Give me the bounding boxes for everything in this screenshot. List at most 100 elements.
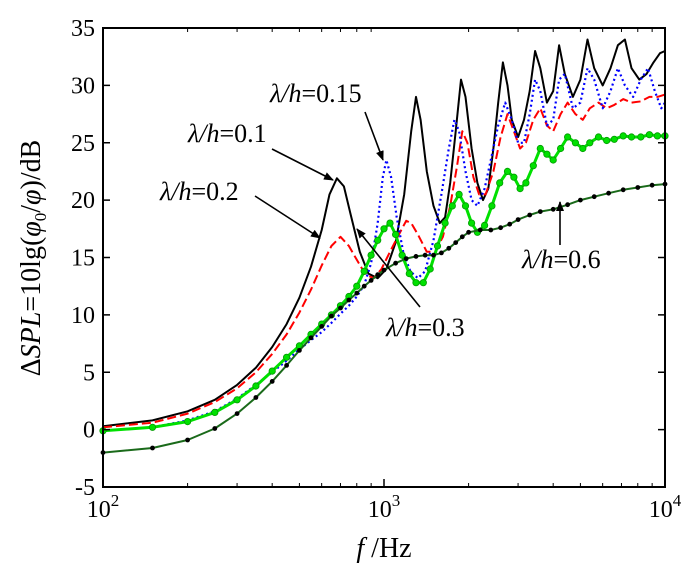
series-point-4 (529, 162, 537, 170)
series-point-5 (446, 245, 452, 251)
series-point-5 (403, 256, 409, 262)
series-point-4 (480, 221, 489, 229)
ticks-layer: -5 0 5 10 15 20 25 30 35 102 103 104 (71, 16, 682, 523)
annotations-layer: λ/h=0.15λ/h=0.1 λ/h=0.2 λ/h=0.3 λ/h=0.6 (159, 79, 601, 342)
series-point-4 (627, 133, 636, 141)
series-point-4 (398, 251, 406, 259)
series-point-4 (233, 396, 241, 404)
series-point-5 (466, 229, 472, 235)
series-point-4 (148, 423, 157, 431)
series-point-5 (381, 267, 387, 273)
series-point-4 (563, 133, 572, 141)
series-point-5 (477, 227, 483, 233)
series-point-5 (422, 252, 428, 258)
series-point-5 (431, 252, 436, 258)
series-point-4 (353, 282, 361, 290)
series-point-5 (578, 197, 583, 203)
y-axis-label: ΔSPL=10lg(φ0/φ)/dB (16, 140, 50, 377)
series-point-4 (268, 367, 276, 375)
series-point-5 (338, 305, 343, 311)
series-point-4 (426, 265, 434, 273)
series-point-4 (455, 190, 463, 198)
series-point-5 (649, 182, 655, 188)
series-point-5 (515, 217, 521, 223)
y-tick-label: 5 (83, 360, 95, 386)
series-point-5 (368, 277, 374, 283)
series-point-4 (536, 144, 544, 153)
y-tick-label: 20 (71, 188, 95, 214)
series-point-5 (393, 260, 399, 266)
series-point-4 (496, 179, 504, 187)
series-line-1 (102, 38, 666, 428)
annotation-arrow (356, 228, 421, 308)
series-point-4 (360, 267, 368, 275)
series-point-5 (591, 194, 597, 200)
series-point-5 (438, 250, 444, 256)
series-point-4 (211, 408, 219, 416)
series-point-5 (527, 212, 533, 218)
y-tick-label: 10 (71, 303, 95, 329)
series-line-4 (102, 133, 665, 433)
series-point-4 (391, 230, 400, 239)
series-point-5 (212, 426, 218, 431)
series-point-4 (405, 269, 413, 278)
series-point-5 (537, 209, 543, 215)
annotation-label: λ/h=0.3 (385, 313, 465, 342)
series-point-5 (498, 225, 504, 231)
series-point-4 (549, 156, 557, 164)
series-point-5 (354, 290, 360, 296)
series-point-5 (284, 362, 290, 368)
series-point-4 (448, 202, 456, 210)
y-tick-label: 30 (71, 73, 95, 99)
series-point-5 (413, 253, 419, 259)
series-point-5 (488, 227, 494, 233)
series-point-5 (234, 411, 240, 417)
series-point-4 (610, 135, 618, 143)
x-axis-label: f /Hz (356, 533, 411, 564)
series-point-5 (550, 206, 556, 212)
series-point-4 (467, 219, 476, 227)
series-point-4 (579, 144, 587, 153)
series-point-4 (586, 139, 594, 147)
series-point-4 (556, 144, 565, 153)
series-point-4 (503, 167, 512, 175)
series-point-4 (380, 225, 388, 233)
annotation-label: λ/h=0.1 (187, 119, 267, 148)
series-point-4 (522, 179, 530, 187)
series-point-4 (184, 417, 192, 426)
series-point-5 (375, 272, 381, 278)
y-tick-label: -5 (75, 475, 95, 501)
series-point-5 (328, 313, 334, 319)
series-point-4 (441, 219, 449, 227)
x-tick-label: 102 (87, 491, 120, 523)
series-point-5 (269, 378, 275, 384)
series-point-5 (253, 395, 259, 400)
series-point-4 (645, 131, 654, 139)
series-point-5 (361, 283, 367, 289)
series-point-4 (419, 279, 427, 287)
series-point-4 (252, 382, 260, 390)
series-point-5 (308, 335, 314, 341)
series-point-5 (620, 187, 626, 193)
series-point-4 (510, 173, 518, 181)
series-point-4 (653, 132, 662, 140)
series-point-5 (635, 185, 641, 190)
series-point-5 (507, 221, 513, 227)
annotation-label: λ/h=0.6 (521, 245, 601, 274)
annotation-arrow (254, 195, 321, 239)
series-point-5 (346, 297, 352, 303)
series-point-4 (282, 353, 291, 361)
y-tick-label: 0 (83, 418, 95, 444)
series-point-4 (543, 150, 551, 158)
series-point-5 (565, 202, 570, 208)
series-point-5 (185, 437, 191, 443)
annotation-label: λ/h=0.15 (269, 79, 362, 108)
series-point-4 (367, 251, 375, 259)
series-point-4 (637, 133, 645, 141)
series-point-5 (459, 234, 465, 240)
series-line-2 (102, 93, 666, 429)
series-point-4 (433, 242, 442, 250)
series-point-4 (374, 236, 382, 244)
annotation-label: λ/h=0.2 (159, 177, 239, 206)
